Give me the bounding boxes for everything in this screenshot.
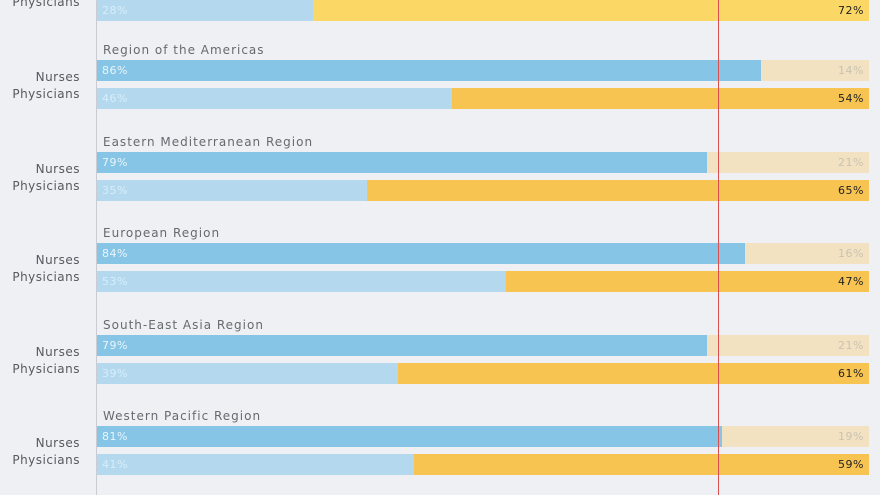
- bar-value-left: 81%: [102, 430, 128, 443]
- bar-segment-left: [97, 0, 314, 21]
- bar-segment-left: [97, 271, 507, 292]
- bar-value-left: 41%: [102, 458, 128, 471]
- row-label-physicians: Physicians: [12, 178, 80, 193]
- region-title: South-East Asia Region: [103, 317, 264, 332]
- bar-value-left: 79%: [102, 155, 128, 169]
- bar-value-right: 19%: [838, 430, 864, 443]
- row-label-physicians: Physicians: [12, 87, 80, 101]
- row-label-nurses: Nurses: [35, 253, 80, 267]
- bar-value-right: 72%: [838, 3, 864, 17]
- bar-segment-right: [313, 0, 869, 21]
- bar-value-right: 16%: [838, 247, 864, 260]
- bar-segment-left: [97, 426, 723, 447]
- bar-segment-right: [398, 362, 869, 384]
- bar-value-right: 21%: [838, 338, 864, 352]
- bar-value-right: 65%: [838, 183, 864, 197]
- bar-value-left: 79%: [102, 338, 128, 352]
- bar-segment-left: [97, 60, 761, 81]
- region-title: Region of the Americas: [103, 43, 265, 57]
- row-label-nurses: Nurses: [35, 70, 80, 84]
- bar-segment-left: [97, 151, 707, 173]
- bar-segment-right: [760, 60, 869, 81]
- bar-segment-left: [97, 334, 707, 356]
- reference-line: [718, 0, 719, 495]
- bar-segment-left: [97, 362, 399, 384]
- row-label-nurses: Nurses: [35, 436, 80, 450]
- bar-value-right: 47%: [838, 275, 864, 288]
- bar-segment-left: [97, 88, 453, 109]
- bar-segment-right: [745, 243, 869, 264]
- bar-value-right: 54%: [838, 92, 864, 105]
- axis-line: [96, 0, 97, 495]
- row-label-physicians: Physicians: [12, 361, 80, 376]
- bar-value-left: 28%: [102, 3, 128, 17]
- bar-value-right: 21%: [838, 155, 864, 169]
- bar-value-right: 59%: [838, 458, 864, 471]
- row-label-physicians: Physicians: [12, 0, 80, 9]
- bar-value-left: 53%: [102, 275, 128, 288]
- row-label-nurses: Nurses: [35, 161, 80, 176]
- bar-value-left: 35%: [102, 183, 128, 197]
- row-label-nurses: Nurses: [35, 344, 80, 359]
- region-title: Eastern Mediterranean Region: [103, 134, 314, 149]
- bar-segment-left: [97, 243, 746, 264]
- bar-value-left: 46%: [102, 92, 128, 105]
- bar-segment-right: [722, 426, 869, 447]
- bar-value-left: 84%: [102, 247, 128, 260]
- row-label-physicians: Physicians: [12, 270, 80, 284]
- bar-value-right: 61%: [838, 366, 864, 380]
- bar-value-left: 86%: [102, 64, 128, 77]
- bar-segment-right: [706, 151, 869, 173]
- bar-segment-left: [97, 454, 414, 475]
- bar-value-right: 14%: [838, 64, 864, 77]
- bar-segment-right: [506, 271, 869, 292]
- bar-value-left: 39%: [102, 366, 128, 380]
- row-label-physicians: Physicians: [12, 453, 80, 467]
- bar-segment-right: [706, 334, 869, 356]
- bar-segment-right: [413, 454, 869, 475]
- bar-segment-right: [367, 179, 869, 201]
- bar-segment-right: [452, 88, 869, 109]
- region-title: European Region: [103, 226, 221, 240]
- bar-segment-left: [97, 179, 368, 201]
- region-title: Western Pacific Region: [103, 409, 262, 423]
